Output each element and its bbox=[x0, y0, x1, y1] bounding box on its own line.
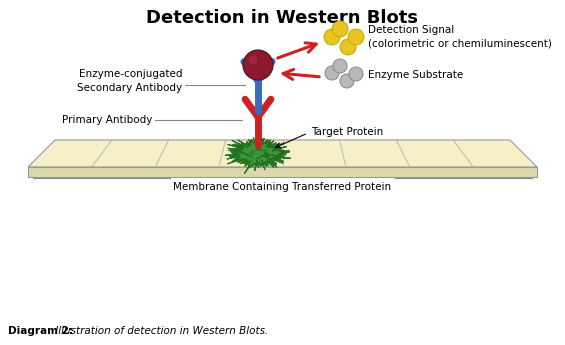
Circle shape bbox=[332, 21, 348, 37]
Polygon shape bbox=[28, 140, 537, 167]
Circle shape bbox=[333, 59, 347, 73]
Polygon shape bbox=[28, 167, 537, 177]
Circle shape bbox=[340, 74, 354, 88]
Circle shape bbox=[340, 39, 356, 55]
Circle shape bbox=[349, 67, 363, 81]
Circle shape bbox=[325, 66, 339, 80]
Text: Primary Antibody: Primary Antibody bbox=[62, 115, 152, 125]
Circle shape bbox=[243, 50, 273, 80]
Circle shape bbox=[249, 56, 258, 65]
Text: Target Protein: Target Protein bbox=[311, 127, 383, 137]
Text: Enzyme Substrate: Enzyme Substrate bbox=[368, 70, 463, 80]
Text: Detection Signal
(colorimetric or chemiluminescent): Detection Signal (colorimetric or chemil… bbox=[368, 26, 552, 49]
Circle shape bbox=[348, 29, 364, 45]
Text: Enzyme-conjugated
Secondary Antibody: Enzyme-conjugated Secondary Antibody bbox=[77, 69, 182, 92]
Circle shape bbox=[324, 29, 340, 45]
Text: Diagram 2:: Diagram 2: bbox=[8, 326, 73, 336]
Text: Membrane Containing Transferred Protein: Membrane Containing Transferred Protein bbox=[173, 182, 391, 192]
Text: Detection in Western Blots: Detection in Western Blots bbox=[146, 9, 418, 27]
Polygon shape bbox=[225, 137, 291, 174]
Text: Illustration of detection in Western Blots.: Illustration of detection in Western Blo… bbox=[52, 326, 268, 336]
